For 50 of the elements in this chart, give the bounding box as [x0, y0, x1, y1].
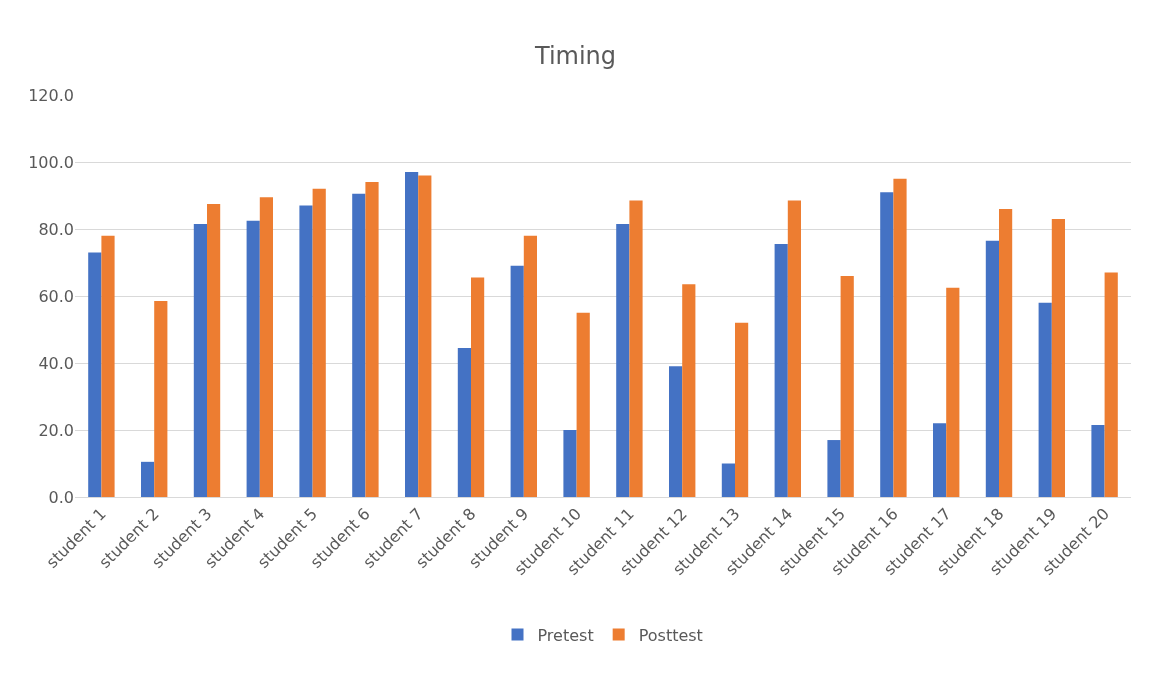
bar	[312, 188, 326, 497]
bar	[141, 461, 155, 497]
bar	[840, 275, 854, 497]
bar	[721, 463, 735, 497]
bar	[787, 200, 801, 497]
bar	[774, 244, 788, 497]
y-tick-label: 40.0	[38, 353, 74, 373]
y-tick-label: 60.0	[38, 286, 74, 306]
bar	[405, 172, 419, 497]
bar	[418, 175, 432, 497]
chart-title: Timing	[533, 42, 617, 71]
legend-label: Posttest	[638, 625, 703, 645]
bar	[893, 178, 907, 497]
bar	[299, 205, 313, 497]
bar	[207, 203, 221, 497]
bar	[154, 301, 168, 497]
bar	[1091, 424, 1105, 497]
bar	[880, 192, 894, 497]
legend-label: Pretest	[537, 625, 594, 645]
y-tick-label: 120.0	[28, 85, 74, 105]
bar	[735, 322, 749, 497]
bar	[101, 235, 115, 497]
bar	[629, 200, 643, 497]
bar	[1051, 218, 1065, 497]
bar	[946, 287, 960, 497]
bar	[985, 240, 999, 497]
bar	[576, 312, 590, 497]
bar	[457, 347, 471, 497]
y-tick-label: 0.0	[48, 487, 74, 507]
bar	[999, 208, 1013, 497]
bar	[1038, 302, 1052, 497]
bar	[352, 193, 366, 497]
bar	[1104, 272, 1118, 497]
y-tick-label: 100.0	[28, 152, 74, 172]
bar	[510, 265, 524, 497]
bar	[246, 220, 260, 497]
bar	[616, 223, 630, 497]
bar	[88, 252, 102, 497]
y-tick-label: 20.0	[38, 420, 74, 440]
bar	[933, 423, 947, 497]
bar	[523, 235, 537, 497]
bar	[471, 277, 485, 497]
bar	[365, 182, 379, 497]
bar	[669, 366, 683, 497]
bar	[827, 440, 841, 497]
bar	[682, 284, 696, 497]
bar	[193, 223, 207, 497]
bar	[259, 197, 273, 497]
bar	[563, 430, 577, 497]
y-tick-label: 80.0	[38, 219, 74, 239]
